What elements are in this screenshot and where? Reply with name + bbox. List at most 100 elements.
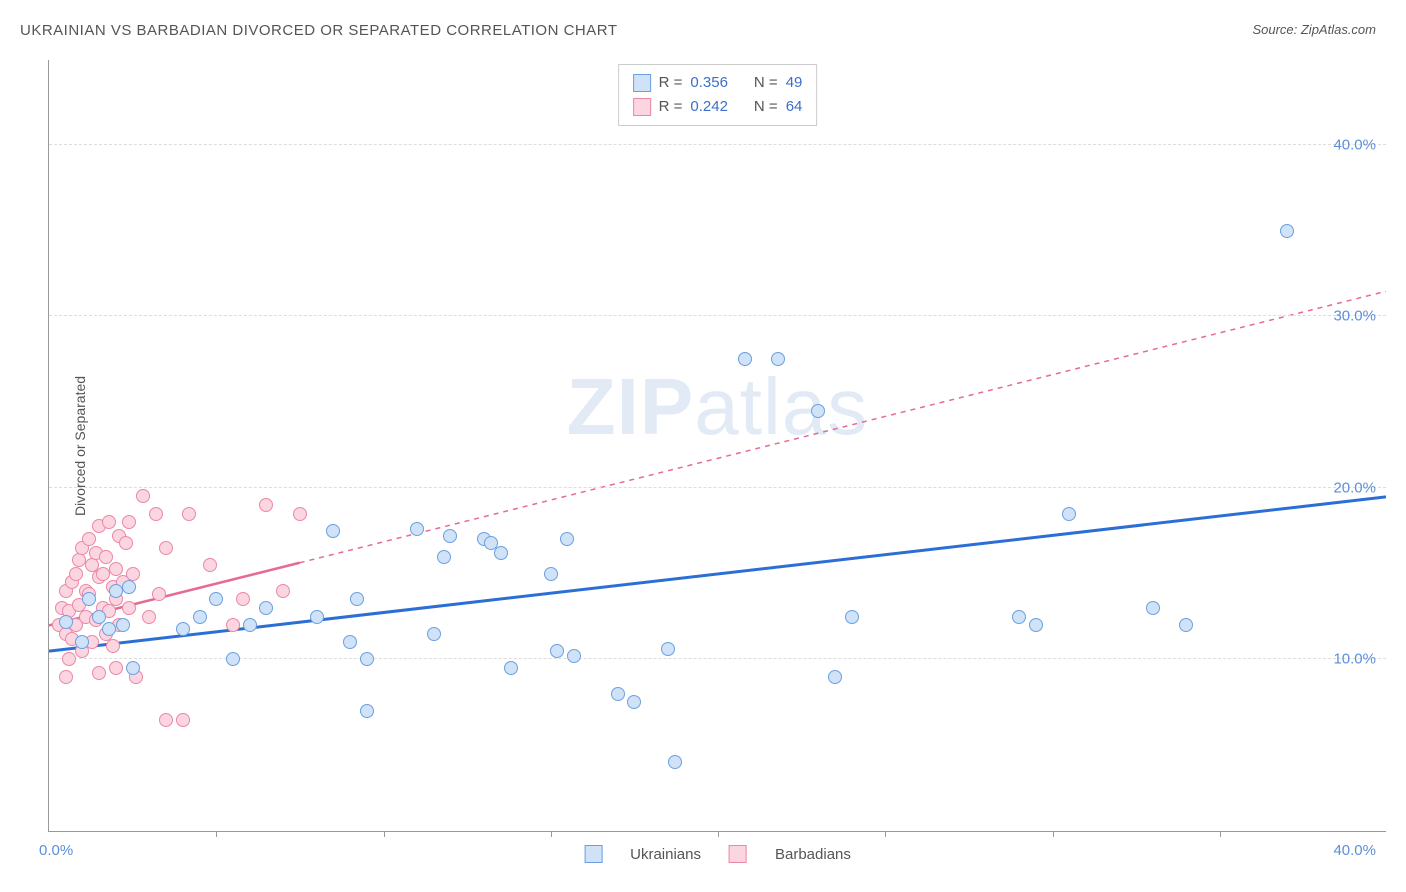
ukrainians-point — [1179, 618, 1193, 632]
ukrainians-point — [738, 352, 752, 366]
swatch-ukrainians — [633, 74, 651, 92]
ukrainians-point — [771, 352, 785, 366]
barbadians-point — [136, 489, 150, 503]
ukrainians-point — [504, 661, 518, 675]
ukrainians-point — [326, 524, 340, 538]
y-tick-label: 10.0% — [1333, 651, 1376, 668]
x-origin-label: 0.0% — [39, 842, 73, 859]
barbadians-point — [62, 652, 76, 666]
barbadians-point — [149, 507, 163, 521]
barbadians-point — [176, 713, 190, 727]
barbadians-point — [102, 515, 116, 529]
ukrainians-point — [1280, 224, 1294, 238]
legend-label-barbadians: Barbadians — [775, 846, 851, 863]
watermark-zip: ZIP — [567, 362, 694, 451]
ukrainians-point — [828, 670, 842, 684]
y-tick-label: 20.0% — [1333, 479, 1376, 496]
ukrainians-point — [567, 649, 581, 663]
x-tick — [885, 831, 886, 837]
ukrainians-point — [1029, 618, 1043, 632]
source-name: ZipAtlas.com — [1301, 22, 1376, 37]
barbadians-point — [109, 562, 123, 576]
n-value-2: 64 — [786, 95, 803, 119]
ukrainians-point — [443, 529, 457, 543]
ukrainians-point — [550, 644, 564, 658]
legend-label-ukrainians: Ukrainians — [630, 846, 701, 863]
barbadians-point — [159, 713, 173, 727]
barbadians-point — [142, 610, 156, 624]
ukrainians-point — [811, 404, 825, 418]
barbadians-point — [226, 618, 240, 632]
barbadians-point — [122, 601, 136, 615]
barbadians-point — [69, 567, 83, 581]
y-tick-label: 30.0% — [1333, 308, 1376, 325]
ukrainians-point — [122, 580, 136, 594]
ukrainians-point — [560, 532, 574, 546]
stat-legend-box: R = 0.356 N = 49 R = 0.242 N = 64 — [618, 64, 818, 126]
gridline-h — [49, 658, 1386, 659]
r-label-2: R = — [659, 95, 683, 119]
n-label-2: N = — [754, 95, 778, 119]
ukrainians-point — [350, 592, 364, 606]
barbadians-point — [159, 541, 173, 555]
barbadians-point — [236, 592, 250, 606]
r-value-1: 0.356 — [690, 71, 728, 95]
ukrainians-point — [126, 661, 140, 675]
legend-swatch-ukrainians — [584, 845, 602, 863]
barbadians-point — [59, 670, 73, 684]
barbadians-point — [119, 536, 133, 550]
x-max-label: 40.0% — [1333, 842, 1376, 859]
barbadians-point — [82, 532, 96, 546]
barbadians-point — [259, 498, 273, 512]
ukrainians-point — [343, 635, 357, 649]
ukrainians-point — [102, 622, 116, 636]
ukrainians-point — [82, 592, 96, 606]
stat-row-barbadians: R = 0.242 N = 64 — [633, 95, 803, 119]
r-label-1: R = — [659, 71, 683, 95]
barbadians-point — [203, 558, 217, 572]
barbadians-point — [96, 567, 110, 581]
barbadians-point — [276, 584, 290, 598]
gridline-h — [49, 315, 1386, 316]
ukrainians-point — [410, 522, 424, 536]
ukrainians-point — [109, 584, 123, 598]
ukrainians-point — [259, 601, 273, 615]
ukrainians-point — [1146, 601, 1160, 615]
ukrainians-point — [544, 567, 558, 581]
ukrainians-point — [611, 687, 625, 701]
n-label-1: N = — [754, 71, 778, 95]
barbadians-point — [106, 639, 120, 653]
bottom-legend: Ukrainians Barbadians — [584, 845, 851, 863]
ukrainians-point — [92, 610, 106, 624]
ukrainians-point — [427, 627, 441, 641]
chart-container: UKRAINIAN VS BARBADIAN DIVORCED OR SEPAR… — [0, 0, 1406, 892]
legend-swatch-barbadians — [729, 845, 747, 863]
ukrainians-point — [59, 615, 73, 629]
stat-row-ukrainians: R = 0.356 N = 49 — [633, 71, 803, 95]
ukrainians-point — [668, 755, 682, 769]
x-tick — [1220, 831, 1221, 837]
ukrainians-point — [243, 618, 257, 632]
plot-area: ZIPatlas R = 0.356 N = 49 R = 0.242 N = … — [48, 60, 1386, 832]
barbadians-point — [293, 507, 307, 521]
ukrainians-point — [310, 610, 324, 624]
x-tick — [216, 831, 217, 837]
watermark-atlas: atlas — [694, 362, 868, 451]
ukrainians-point — [75, 635, 89, 649]
ukrainians-point — [1062, 507, 1076, 521]
ukrainians-point — [627, 695, 641, 709]
ukrainians-point — [437, 550, 451, 564]
barbadians-point — [72, 553, 86, 567]
ukrainians-point — [193, 610, 207, 624]
r-value-2: 0.242 — [690, 95, 728, 119]
ukrainians-point — [360, 652, 374, 666]
barbadians-point — [182, 507, 196, 521]
source-citation: Source: ZipAtlas.com — [1252, 22, 1376, 37]
barbadians-point — [126, 567, 140, 581]
trend-lines — [49, 60, 1386, 831]
barbadians-point — [99, 550, 113, 564]
gridline-h — [49, 487, 1386, 488]
ukrainians-point — [116, 618, 130, 632]
y-tick-label: 40.0% — [1333, 136, 1376, 153]
barbadians-point — [109, 661, 123, 675]
